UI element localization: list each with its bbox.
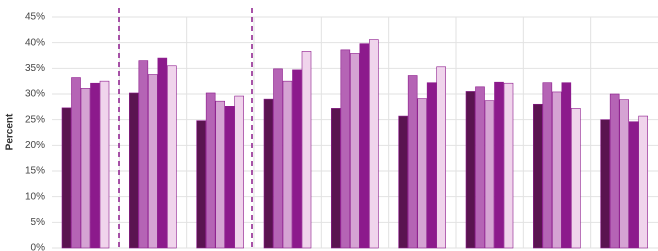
- bar: [205, 92, 216, 249]
- y-tick-label: 45%: [25, 12, 45, 23]
- bar: [273, 68, 283, 249]
- bar: [638, 115, 648, 249]
- y-tick-label: 5%: [31, 217, 46, 228]
- bar: [301, 51, 312, 249]
- bar: [61, 107, 72, 249]
- bar: [224, 106, 235, 249]
- bar: [475, 86, 485, 249]
- bar: [571, 108, 581, 249]
- bars: [61, 39, 648, 249]
- bar: [215, 100, 225, 249]
- bar: [552, 91, 562, 249]
- bar: [426, 82, 437, 249]
- bar: [436, 66, 446, 249]
- bar: [600, 119, 610, 249]
- y-tick-label: 15%: [25, 166, 45, 177]
- y-tick-label: 40%: [25, 37, 45, 48]
- bar: [196, 120, 206, 249]
- bar: [359, 43, 370, 249]
- bar: [465, 91, 476, 249]
- bar: [148, 74, 158, 249]
- bar: [398, 115, 408, 249]
- bar: [484, 100, 495, 249]
- bar: [350, 53, 360, 249]
- bar: [129, 92, 139, 249]
- y-tick-label: 10%: [25, 191, 45, 202]
- y-tick-label: 20%: [25, 140, 45, 151]
- bar: [619, 99, 629, 249]
- bar: [71, 77, 81, 249]
- bar: [234, 95, 244, 249]
- bar: [282, 80, 293, 249]
- y-tick-label: 25%: [25, 114, 45, 125]
- bar: [167, 65, 177, 249]
- bar: [157, 57, 168, 249]
- bar: [138, 60, 149, 249]
- bar: [609, 93, 620, 249]
- bar: [494, 81, 504, 249]
- bar: [417, 98, 427, 249]
- bar: [628, 121, 639, 249]
- y-tick-label: 30%: [25, 89, 45, 100]
- y-tick-label: 0%: [31, 243, 46, 251]
- bar: [503, 82, 514, 249]
- y-axis-label: Percent: [5, 113, 16, 150]
- bar: [407, 75, 418, 249]
- bar: [561, 82, 572, 249]
- bar: [542, 82, 553, 249]
- bar: [80, 88, 91, 249]
- y-tick-label: 35%: [25, 63, 45, 74]
- bar: [369, 39, 379, 249]
- bar: [340, 49, 351, 249]
- bar: [331, 108, 341, 249]
- bar: [533, 103, 543, 249]
- bar: [292, 69, 302, 249]
- bar: [99, 80, 110, 249]
- bar: [263, 98, 274, 249]
- bar: [90, 82, 100, 249]
